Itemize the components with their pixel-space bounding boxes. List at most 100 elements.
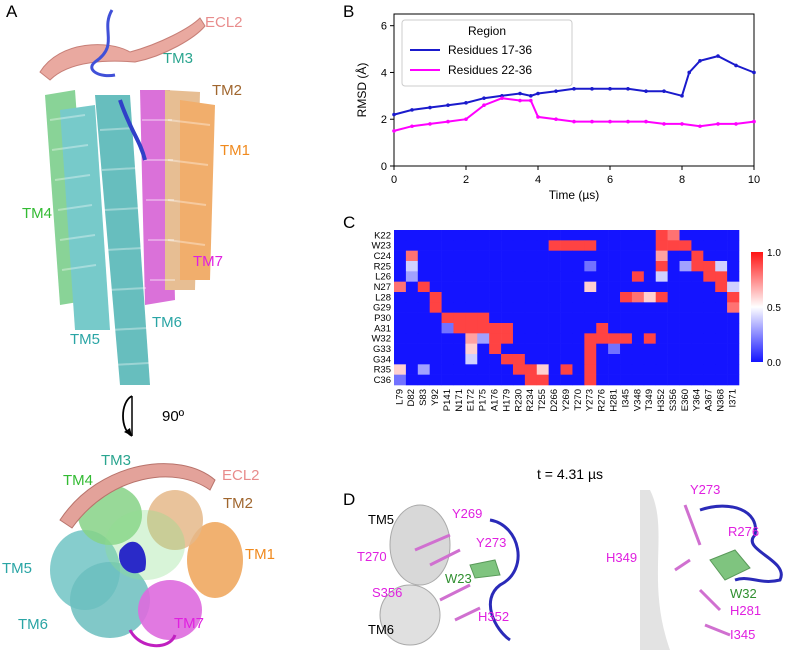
heatmap-cell (405, 374, 419, 386)
series-point-1 (662, 89, 666, 93)
heatmap-cell (405, 292, 419, 303)
heatmap-cell (655, 271, 668, 282)
heatmap-cell (691, 333, 704, 344)
heatmap-cell (620, 302, 633, 313)
heatmap-cell (548, 323, 561, 334)
series-point-1 (464, 101, 468, 105)
heatmap-cell (596, 271, 609, 282)
series-point-2 (752, 119, 756, 124)
heatmap-cell (429, 302, 442, 313)
heatmap-cell (631, 354, 645, 365)
heatmap-cell (477, 354, 490, 365)
y-tick-label: 6 (381, 21, 387, 33)
heatmap-cell (667, 333, 680, 344)
label-w23: W23 (445, 571, 472, 586)
heatmap-cell (679, 292, 692, 303)
heatmap-cell (643, 323, 657, 334)
heatmap-cell (548, 354, 561, 365)
heatmap-cell (679, 323, 692, 334)
heatmap-cell (417, 292, 430, 303)
heatmap-cell (394, 292, 407, 303)
heatmap-cell (536, 302, 549, 313)
heatmap-cell (631, 374, 645, 386)
heatmap-cell (501, 343, 514, 355)
heatmap-cell (536, 230, 549, 241)
colorbar-tick-label: 1.0 (767, 248, 781, 259)
panel-b-letter: B (343, 2, 355, 21)
label-h281: H281 (730, 603, 762, 618)
heatmap-cell (441, 374, 454, 386)
heatmap-cell (417, 261, 430, 272)
heatmap-cell (512, 333, 526, 344)
heatmap-cell (453, 250, 466, 262)
series-point-1 (687, 70, 691, 75)
heatmap-cell (512, 323, 526, 334)
heatmap-cell (715, 240, 728, 251)
heatmap-cell (417, 281, 430, 293)
heatmap-cell (560, 343, 573, 355)
label-tm6-bottom: TM6 (18, 616, 48, 633)
series-point-1 (572, 87, 576, 91)
col-label: I371 (727, 389, 738, 408)
label-tm3-bottom: TM3 (101, 452, 131, 469)
heatmap-cell (655, 302, 668, 313)
row-label: K22 (374, 230, 391, 241)
heatmap-cell (441, 240, 454, 251)
heatmap-cell (643, 261, 657, 272)
heatmap-cell (429, 271, 442, 282)
label-t270: T270 (357, 549, 387, 564)
heatmap-cell (715, 364, 728, 375)
heatmap-cell (631, 271, 645, 282)
heatmap-cell (727, 292, 740, 303)
heatmap-cell (489, 250, 502, 262)
heatmap-cell (441, 343, 454, 355)
y-axis-label: RMSD (Å) (354, 63, 369, 118)
legend-title: Region (468, 24, 506, 38)
heatmap-cell (489, 323, 502, 334)
heatmap-cell (703, 250, 716, 262)
row-label: L28 (375, 292, 391, 303)
heatmap-cell (441, 364, 454, 375)
heatmap-cell (429, 343, 442, 355)
heatmap-cell (631, 292, 645, 303)
heatmap-cell (429, 333, 442, 344)
heatmap-cell (703, 281, 716, 293)
heatmap-cell (584, 323, 597, 334)
series-point-1 (554, 89, 558, 93)
heatmap-cell (489, 261, 502, 272)
heatmap-cell (453, 343, 466, 355)
heatmap-cell (501, 354, 514, 365)
heatmap-cell (536, 281, 549, 293)
heatmap-cell (560, 250, 573, 262)
heatmap-cell (453, 261, 466, 272)
heatmap-cell (572, 261, 585, 272)
heatmap-cell (691, 364, 704, 375)
heatmap-cell (417, 240, 430, 251)
heatmap-cell (560, 374, 573, 386)
heatmap-cell (667, 374, 680, 386)
heatmap-cell (548, 230, 561, 241)
heatmap-cell (560, 261, 573, 272)
label-ecl2-bottom: ECL2 (222, 467, 260, 484)
heatmap-cell (691, 271, 704, 282)
heatmap-cell (596, 323, 609, 334)
col-label: A176 (490, 389, 501, 411)
series-point-1 (482, 96, 486, 100)
heatmap-cell (489, 364, 502, 375)
panel-a-top-structure (39, 9, 215, 385)
heatmap-cell (477, 250, 490, 262)
col-label: H281 (608, 389, 619, 412)
heatmap-cell (608, 250, 621, 262)
rmsd-line-chart: 0 2 4 6 8 10 0 2 4 6 Time (µs) RMSD (Å) Region Residu… (354, 13, 760, 202)
heatmap-cell (548, 281, 561, 293)
heatmap-cell (536, 333, 549, 344)
heatmap-cell (441, 302, 454, 313)
heatmap-cell (524, 333, 538, 344)
heatmap-cell (572, 250, 585, 262)
heatmap-cell (405, 354, 419, 365)
heatmap-cell (703, 364, 716, 375)
series-point-2 (554, 117, 558, 122)
heatmap-cell (727, 354, 740, 365)
col-label: R276 (597, 389, 608, 412)
heatmap-cell (703, 292, 716, 303)
